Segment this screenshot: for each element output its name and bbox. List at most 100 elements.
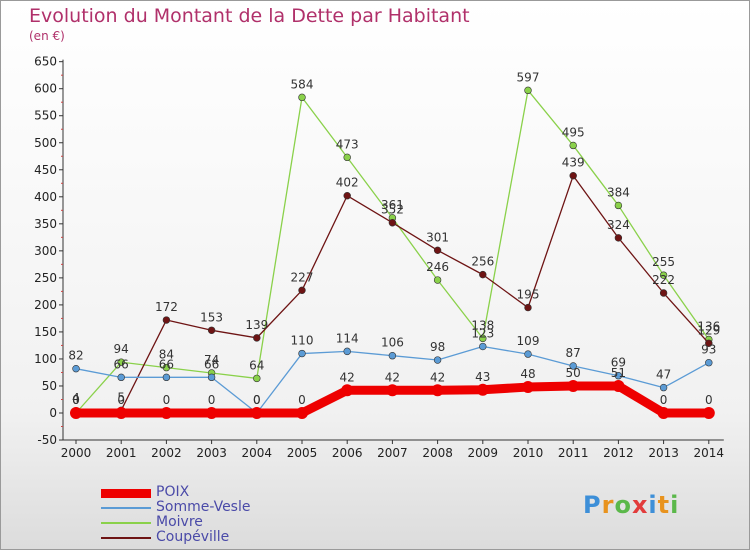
data-point-poix <box>657 407 670 419</box>
data-label-somme-vesle: 66 <box>159 357 174 371</box>
data-label-poix: 43 <box>475 370 490 384</box>
data-point-coup-ville <box>207 326 216 335</box>
data-point-poix <box>296 407 308 419</box>
legend-swatch-moivre <box>101 522 151 524</box>
unit-label: (en €) <box>29 29 65 43</box>
y-tick-label: 500 <box>34 136 57 150</box>
y-tick-label: 300 <box>34 244 57 258</box>
data-point-somme-vesle <box>614 372 623 380</box>
data-point-coup-ville <box>569 172 577 180</box>
data-point-coup-ville <box>433 246 442 255</box>
data-label-somme-vesle: 109 <box>517 334 540 348</box>
data-label-somme-vesle: 0 <box>253 393 261 407</box>
data-point-somme-vesle <box>117 373 125 382</box>
data-label-poix: 0 <box>705 393 713 407</box>
data-point-moivre <box>479 334 487 343</box>
data-point-coup-ville <box>343 192 351 200</box>
data-label-coup-ville: 352 <box>381 203 404 217</box>
data-point-poix <box>250 407 263 419</box>
data-point-coup-ville <box>388 219 397 227</box>
data-label-somme-vesle: 93 <box>701 343 716 357</box>
data-label-poix: 0 <box>253 393 261 407</box>
x-tick-label: 2000 <box>61 446 92 460</box>
data-point-coup-ville <box>253 334 261 342</box>
data-point-poix <box>115 407 128 419</box>
data-point-poix <box>205 407 218 419</box>
data-point-poix <box>70 407 82 419</box>
data-point-poix <box>522 381 534 394</box>
data-point-poix <box>386 384 399 397</box>
legend-label-moivre: Moivre <box>156 514 203 530</box>
y-tick-label: 200 <box>34 298 57 312</box>
x-tick-label: 2006 <box>332 446 363 460</box>
chart-title: Evolution du Montant de la Dette par Hab… <box>29 5 470 27</box>
data-point-coup-ville <box>614 234 623 242</box>
line-chart: -500501001502002503003504004505005506006… <box>34 55 724 460</box>
data-point-somme-vesle <box>479 342 487 351</box>
data-point-coup-ville <box>524 303 532 312</box>
data-label-poix: 0 <box>208 393 216 407</box>
y-tick-label: 600 <box>34 82 57 96</box>
x-tick-label: 2010 <box>513 446 544 460</box>
data-label-moivre: 136 <box>697 319 720 333</box>
y-tick-label: 0 <box>49 406 57 420</box>
data-label-moivre: 597 <box>517 70 540 84</box>
x-tick-label: 2002 <box>151 446 182 460</box>
x-tick-label: 2003 <box>196 446 227 460</box>
data-label-somme-vesle: 110 <box>291 334 314 348</box>
data-label-moivre: 138 <box>471 318 494 332</box>
data-label-moivre: 361 <box>381 198 404 212</box>
data-label-somme-vesle: 98 <box>430 340 445 354</box>
data-point-somme-vesle <box>298 349 306 358</box>
data-label-moivre: 94 <box>114 342 129 356</box>
data-point-moivre <box>162 363 171 372</box>
data-point-moivre <box>117 358 125 366</box>
data-label-moivre: 384 <box>607 185 630 199</box>
y-tick-label: 450 <box>34 163 57 177</box>
data-label-poix: 42 <box>340 370 355 384</box>
data-point-coup-ville <box>479 270 487 279</box>
y-tick-label: 650 <box>34 55 57 69</box>
data-point-somme-vesle <box>343 347 351 356</box>
data-point-somme-vesle <box>524 350 532 358</box>
data-label-moivre: 584 <box>291 77 314 91</box>
data-label-poix: 0 <box>298 393 306 407</box>
data-point-poix <box>160 407 173 419</box>
legend-label-coup-ville: Coupéville <box>156 529 230 545</box>
data-label-coup-ville: 227 <box>291 270 314 284</box>
data-label-moivre: 74 <box>204 353 219 367</box>
data-point-poix <box>431 384 444 397</box>
data-label-moivre: 255 <box>652 255 675 269</box>
data-label-moivre: 495 <box>562 125 585 139</box>
data-label-moivre: 84 <box>159 348 174 362</box>
data-point-coup-ville <box>705 339 713 347</box>
x-tick-label: 2007 <box>377 446 408 460</box>
data-point-coup-ville <box>659 289 668 297</box>
data-label-coup-ville: 256 <box>471 255 494 269</box>
y-tick-label: 400 <box>34 190 57 204</box>
data-label-coup-ville: 195 <box>517 288 540 302</box>
data-label-poix: 48 <box>520 367 535 381</box>
y-tick-label: 100 <box>34 352 57 366</box>
data-point-somme-vesle <box>207 373 216 382</box>
data-label-moivre: 246 <box>426 260 449 274</box>
data-point-moivre <box>614 201 623 210</box>
data-point-somme-vesle <box>705 359 713 367</box>
data-label-somme-vesle: 66 <box>114 357 129 371</box>
legend-label-somme-vesle: Somme-Vesle <box>156 499 251 515</box>
data-label-coup-ville: 301 <box>426 230 449 244</box>
y-tick-label: -50 <box>37 433 57 447</box>
data-label-moivre: 64 <box>249 358 264 372</box>
legend-swatch-poix <box>101 489 151 498</box>
data-point-poix <box>341 384 354 397</box>
data-point-moivre <box>433 276 442 284</box>
y-tick-label: 150 <box>34 325 57 339</box>
data-point-poix <box>476 383 489 396</box>
data-point-moivre <box>524 86 532 95</box>
data-label-somme-vesle: 47 <box>656 368 671 382</box>
x-tick-label: 2004 <box>242 446 273 460</box>
x-tick-label: 2009 <box>468 446 499 460</box>
x-tick-label: 2011 <box>558 446 589 460</box>
y-tick-label: 550 <box>34 109 57 123</box>
data-point-somme-vesle <box>569 362 577 370</box>
